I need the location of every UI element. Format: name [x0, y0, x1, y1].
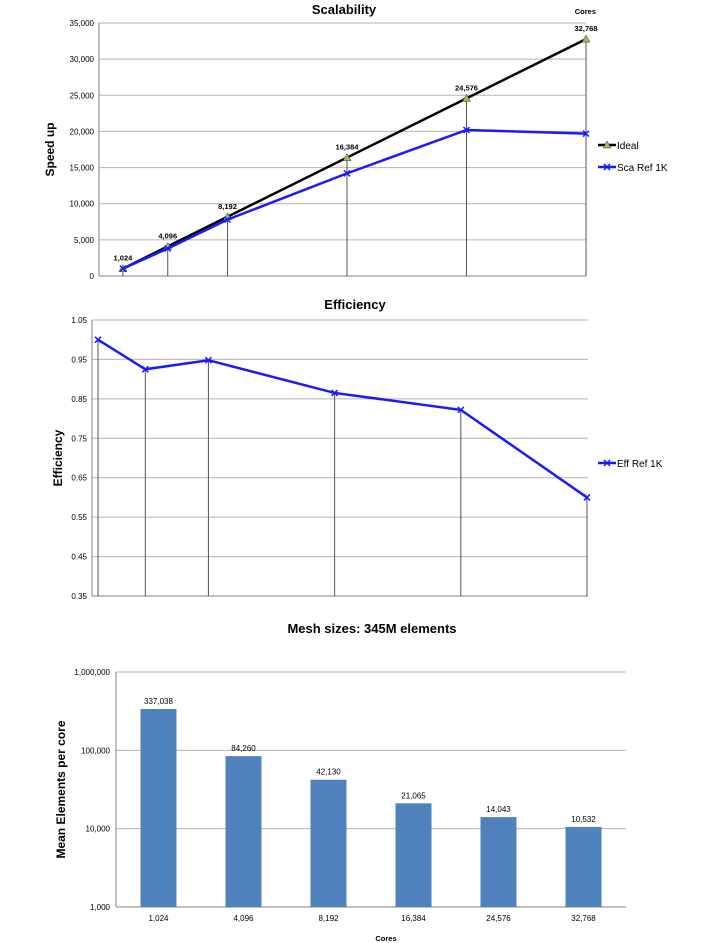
data-point — [462, 93, 471, 102]
data-label: 4,096 — [158, 231, 177, 240]
bar-value-label: 84,260 — [231, 744, 256, 753]
legend-marker — [602, 140, 612, 149]
bar — [565, 826, 602, 907]
series-line — [122, 38, 587, 270]
bar — [140, 708, 177, 907]
data-label: 16,384 — [336, 143, 360, 152]
bar-value-label: 21,065 — [401, 791, 426, 800]
y-tick-label: 0.45 — [71, 553, 87, 562]
series-line — [122, 128, 587, 270]
bar — [395, 803, 432, 907]
data-point — [119, 265, 127, 273]
bar-value-label: 337,038 — [144, 697, 173, 706]
legend-marker — [603, 163, 611, 171]
data-label: 8,192 — [218, 202, 237, 211]
y-tick-label: 15,000 — [70, 164, 95, 173]
y-tick-label: 20,000 — [70, 127, 95, 136]
data-point — [581, 34, 591, 43]
y-axis-label: Speed up — [43, 122, 57, 176]
y-tick-label: 10,000 — [70, 200, 95, 209]
chart-title: Mesh sizes: 345M elements — [287, 621, 456, 636]
y-tick-label: 1,000 — [90, 903, 111, 912]
bar-value-label: 10,532 — [571, 815, 596, 824]
data-point — [582, 130, 590, 138]
x-tick-label: 8,192 — [318, 914, 339, 923]
x-tick-label: 24,576 — [486, 914, 511, 923]
y-tick-label: 35,000 — [70, 19, 95, 28]
legend-label: Ideal — [617, 141, 639, 152]
bar-value-label: 42,130 — [316, 768, 341, 777]
y-tick-label: 25,000 — [70, 91, 95, 100]
data-point — [94, 336, 102, 344]
x-tick-label: 16,384 — [401, 914, 426, 923]
data-point — [223, 216, 232, 224]
data-point — [462, 126, 471, 134]
efficiency-chart: Efficiency 0.35 0.45 0.55 0.65 0.75 0.85 0.95 1.… — [51, 297, 663, 601]
data-label: 1,024 — [114, 254, 134, 263]
data-label: 32,768 — [575, 24, 598, 33]
y-tick-label: 5,000 — [74, 236, 95, 245]
y-tick-label: 0.55 — [71, 513, 87, 522]
data-point — [583, 493, 591, 501]
scalability-chart: Scalability Cores 0 5,000 10,000 15,000 20,000… — [43, 2, 668, 281]
y-tick-label: 100,000 — [81, 746, 110, 755]
x-axis-label: Cores — [375, 934, 396, 943]
y-tick-label: 0.95 — [71, 355, 87, 364]
chart-title: Efficiency — [324, 297, 386, 312]
bar — [310, 779, 347, 907]
data-point — [164, 245, 172, 253]
y-axis-label: Efficiency — [51, 429, 65, 486]
data-point — [457, 406, 465, 414]
y-tick-label: 1.05 — [71, 316, 87, 325]
x-tick-label: 1,024 — [148, 914, 169, 923]
legend-label: Eff Ref 1K — [617, 459, 663, 470]
bar — [225, 756, 262, 907]
x-tick-label: 4,096 — [233, 914, 254, 923]
y-tick-label: 1,000,000 — [74, 668, 110, 677]
chart-title: Scalability — [312, 2, 377, 17]
data-point — [204, 356, 212, 364]
legend-label: Sca Ref 1K — [617, 163, 668, 174]
x-corner-label: Cores — [575, 7, 596, 16]
data-point — [342, 153, 352, 161]
bar — [480, 817, 517, 907]
y-axis-label: Mean Elements per core — [54, 720, 68, 858]
mesh-sizes-chart: Mesh sizes: 345M elements 1,000 10,000 100,… — [54, 621, 626, 943]
series-line — [97, 338, 588, 499]
data-point — [331, 389, 339, 397]
y-tick-label: 0 — [90, 272, 95, 281]
y-tick-label: 0.35 — [71, 592, 87, 601]
y-tick-label: 10,000 — [86, 825, 111, 834]
data-point — [343, 169, 351, 177]
y-tick-label: 0.75 — [71, 434, 87, 443]
y-tick-label: 0.65 — [71, 474, 87, 483]
legend-marker — [603, 459, 611, 467]
y-tick-label: 30,000 — [70, 55, 95, 64]
data-label: 24,576 — [455, 83, 478, 92]
bar-value-label: 14,043 — [486, 805, 511, 814]
y-tick-label: 0.85 — [71, 395, 87, 404]
x-tick-label: 32,768 — [571, 914, 596, 923]
data-point — [141, 365, 149, 373]
